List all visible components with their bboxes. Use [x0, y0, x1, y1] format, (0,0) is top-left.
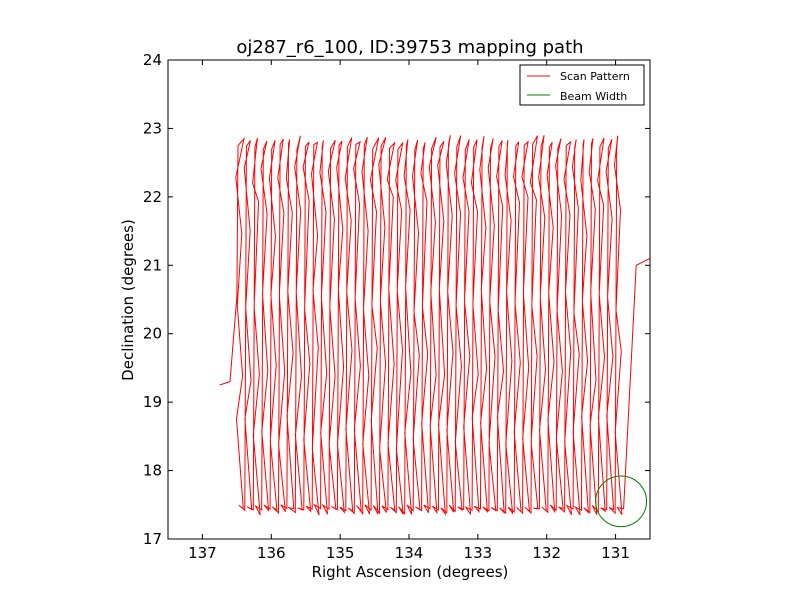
y-tick-label: 18 [143, 462, 162, 480]
legend-label-beam-width: Beam Width [560, 90, 627, 103]
y-tick-label: 17 [143, 530, 162, 548]
x-tick-label: 137 [188, 544, 217, 562]
scan-pattern-series [219, 135, 651, 516]
y-tick-label: 19 [143, 393, 162, 411]
y-tick-label: 21 [143, 256, 162, 274]
beam-width-circle [595, 475, 648, 528]
y-tick-label: 22 [143, 188, 162, 206]
x-tick-label: 135 [326, 544, 355, 562]
chart-title: oj287_r6_100, ID:39753 mapping path [236, 37, 583, 58]
x-tick-label: 132 [532, 544, 561, 562]
y-tick-label: 20 [143, 325, 162, 343]
beam-width-series [595, 475, 648, 528]
x-tick-label: 136 [257, 544, 286, 562]
y-tick-label: 24 [143, 51, 162, 69]
x-axis-label: Right Ascension (degrees) [312, 563, 509, 581]
y-axis-label: Declination (degrees) [119, 219, 137, 381]
x-axis: 137 136 135 134 133 132 131 [188, 60, 630, 562]
x-tick-label: 134 [395, 544, 424, 562]
y-axis: 17 18 19 20 21 22 23 24 [143, 51, 650, 548]
legend-box [519, 64, 645, 106]
scan-pattern-line [219, 135, 651, 516]
x-tick-label: 131 [601, 544, 630, 562]
x-tick-label: 133 [464, 544, 493, 562]
y-tick-label: 23 [143, 119, 162, 137]
legend: Scan Pattern Beam Width [519, 64, 645, 106]
legend-label-scan-pattern: Scan Pattern [560, 70, 630, 83]
